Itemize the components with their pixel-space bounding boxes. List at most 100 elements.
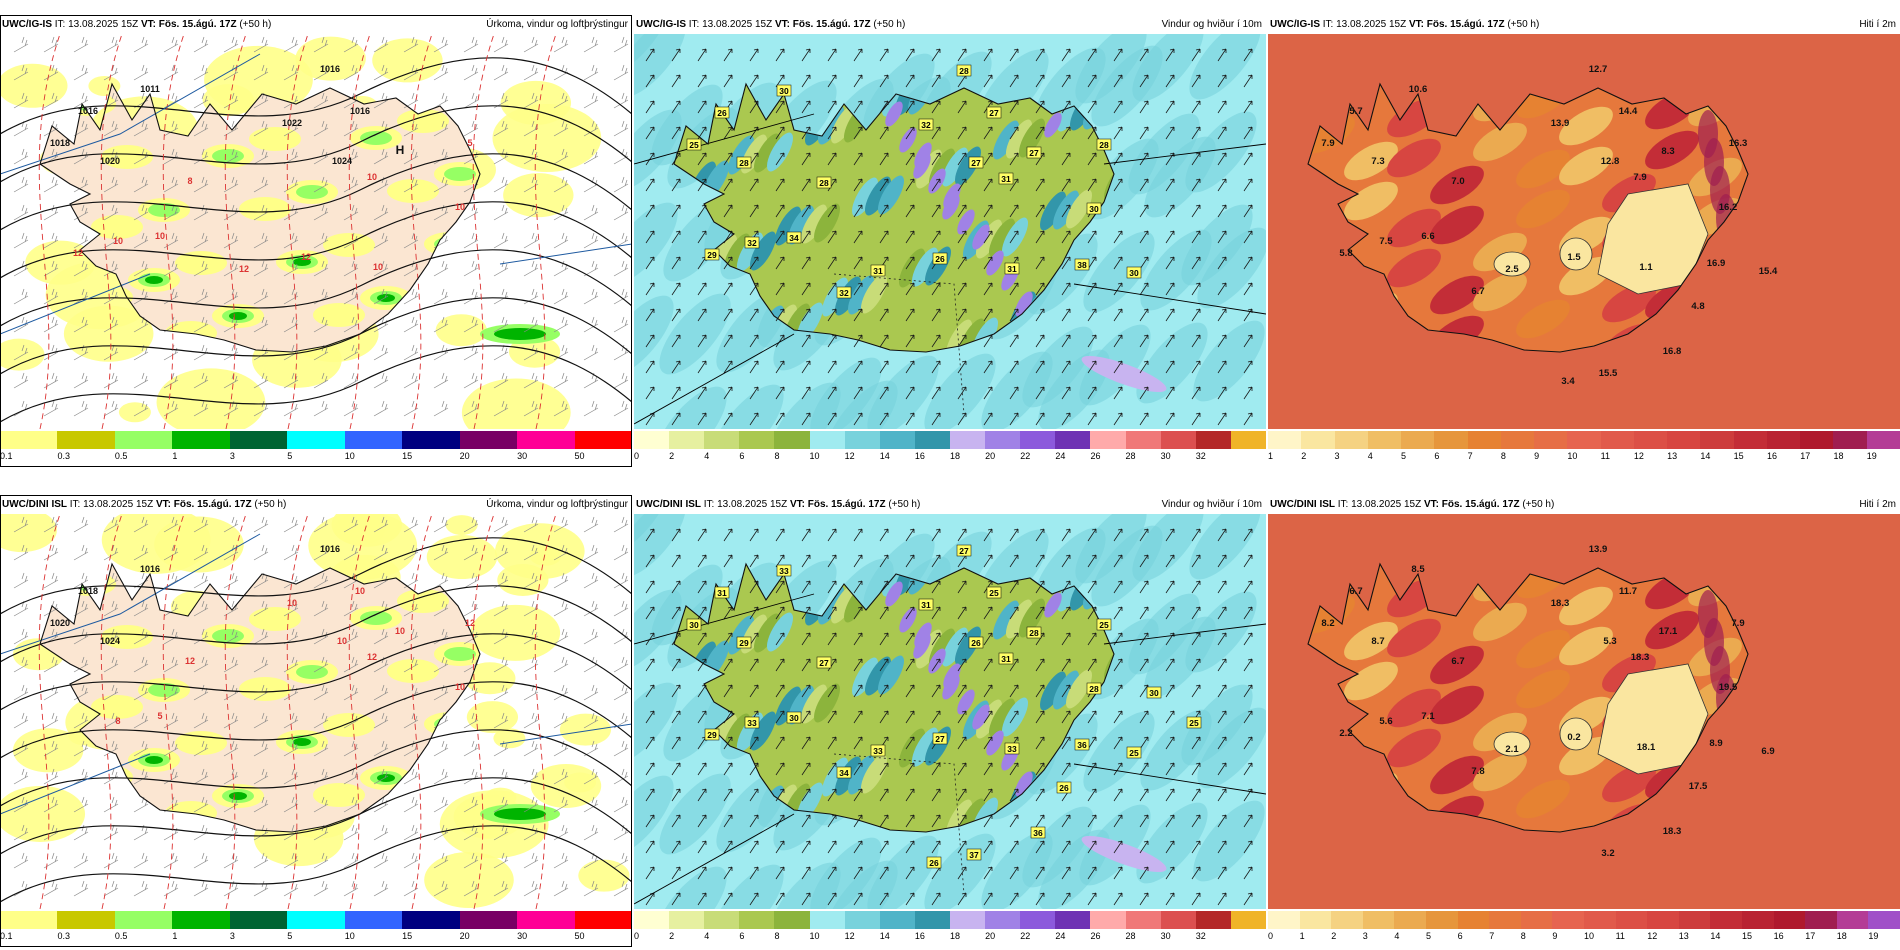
colorbar-swatch	[1457, 911, 1490, 929]
colorbar-tick: 20	[985, 451, 996, 461]
map-canvas[interactable]: 1016 1016 1018 1020 1024 10 10 10 10 12 12 12 10 8 5	[0, 514, 632, 909]
colorbar-tick: 5	[287, 931, 293, 941]
colorbar-tick: 17	[1805, 931, 1816, 941]
colorbar-tick: 1	[1268, 451, 1274, 461]
colorbar-tick: 0.5	[114, 451, 128, 461]
gust-label: 27	[959, 546, 969, 556]
lead-time: (+50 h)	[1507, 19, 1540, 30]
gust-label: 38	[1077, 260, 1087, 270]
colorbar-tick: 4	[1367, 451, 1373, 461]
colorbar-tick: 26	[1090, 451, 1101, 461]
colorbar-swatch	[950, 911, 986, 929]
colorbar-legend: 1 2 3 4 5 6 7 8 9 10 11 12 13 14 15 16 17 18 19	[1268, 431, 1900, 465]
colorbar-swatch	[634, 431, 670, 449]
pressure-label: 12	[465, 618, 475, 628]
colorbar-tick: 22	[1020, 451, 1031, 461]
gust-label: 27	[819, 658, 829, 668]
colorbar-tick: 30	[517, 931, 528, 941]
colorbar-tick: 12	[1633, 451, 1644, 461]
colorbar-swatch	[459, 911, 518, 929]
colorbar-swatch	[669, 911, 705, 929]
colorbar-tick: 12	[1647, 931, 1658, 941]
colorbar-swatch	[669, 431, 705, 449]
pressure-label: 10	[113, 236, 123, 246]
colorbar-swatch	[985, 911, 1021, 929]
colorbar-tick: 3	[1362, 931, 1368, 941]
model-name: UWC/IG-IS	[1270, 19, 1320, 30]
temperature-label: 4.8	[1691, 301, 1704, 312]
temperature-label: 16.8	[1663, 346, 1682, 357]
map-canvas[interactable]: 33 27 31 30 29 31 25 26 28 25 27 31 28 33 30 29 33 27 33 36…	[634, 514, 1266, 909]
gust-label: 33	[1007, 744, 1017, 754]
gust-label: 27	[935, 734, 945, 744]
colorbar-legend: 0 2 4 6 8 10 12 14 16 18 20 22 24 26 28 30 32	[634, 911, 1266, 945]
temperature-label: 7.3	[1371, 156, 1384, 167]
colorbar-tick: 30	[517, 451, 528, 461]
colorbar-swatch	[879, 431, 916, 449]
colorbar-tick: 6	[739, 451, 745, 461]
colorbar-tick: 0.1	[0, 931, 13, 941]
panel-header: UWC/IG-IS IT: 13.08.2025 15Z VT: Fös. 15…	[0, 15, 632, 34]
panel-temp-igis: UWC/IG-IS IT: 13.08.2025 15Z VT: Fös. 15…	[1268, 15, 1900, 467]
colorbar-tick: 10	[344, 451, 355, 461]
temperature-label: 13.9	[1551, 118, 1570, 129]
colorbar-swatch	[1125, 431, 1162, 449]
pressure-label: 1020	[100, 156, 120, 166]
colorbar-tick: 15	[402, 931, 413, 941]
colorbar-tick: 0.5	[114, 931, 128, 941]
gust-label: 28	[819, 178, 829, 188]
map-canvas[interactable]: 30 28 26 25 28 32 27 27 27 28 28 31 30 32 34 29 31 26 31 38…	[634, 34, 1266, 429]
gust-label: 37	[969, 850, 979, 860]
colorbar-tick: 0	[634, 451, 640, 461]
temperature-label: 18.1	[1637, 742, 1656, 753]
temperature-label: 0.2	[1567, 732, 1580, 743]
pressure-label: 12	[301, 252, 311, 262]
colorbar-swatch	[809, 911, 846, 929]
colorbar-swatch	[1160, 911, 1197, 929]
colorbar-swatch	[402, 431, 461, 449]
panel-header: UWC/DINI ISL IT: 13.08.2025 15Z VT: Fös.…	[0, 495, 632, 514]
colorbar-swatch	[1833, 431, 1868, 449]
colorbar-tick: 1	[172, 451, 178, 461]
gust-label: 29	[707, 730, 717, 740]
colorbar-tick: 0.3	[57, 451, 70, 461]
gust-label: 33	[747, 718, 757, 728]
pressure-label: 10	[395, 626, 405, 636]
colorbar-swatch	[1866, 431, 1900, 449]
pressure-label: 10	[455, 682, 465, 692]
gust-label: 28	[1089, 684, 1099, 694]
colorbar-swatch	[1615, 911, 1648, 929]
pressure-label: 12	[185, 656, 195, 666]
colorbar-swatch	[229, 431, 288, 449]
colorbar-tick: 20	[459, 931, 470, 941]
panel-header: UWC/DINI ISL IT: 13.08.2025 15Z VT: Fös.…	[634, 495, 1266, 514]
gust-label: 25	[989, 588, 999, 598]
temperature-label: 13.9	[1589, 544, 1608, 555]
temperature-label: 8.3	[1661, 146, 1674, 157]
colorbar-swatch	[1678, 911, 1711, 929]
map-canvas[interactable]: 10.6 12.7 5.7 7.9 7.3 13.9 14.4 12.8 8.3 16.3 7.0 7…	[1268, 34, 1900, 429]
map-canvas[interactable]: 1011 1016 1016 1018 1020 1022 1016 1024 H 5 8 10 10 1…	[0, 34, 632, 429]
model-name: UWC/IG-IS	[2, 19, 52, 30]
temperature-label: 6.7	[1451, 656, 1464, 667]
pressure-label: 1020	[50, 618, 70, 628]
panel-title: Vindur og hviður í 10m	[1161, 19, 1262, 30]
colorbar-swatch	[1434, 431, 1469, 449]
pressure-label: 1024	[100, 636, 120, 646]
colorbar-swatch	[344, 431, 403, 449]
colorbar-tick: 2	[1301, 451, 1307, 461]
colorbar-tick: 15	[1733, 451, 1744, 461]
gust-label: 30	[779, 86, 789, 96]
temperature-label: 1.5	[1567, 252, 1581, 263]
colorbar-legend: 0.1 0.3 0.5 1 3 5 10 15 20 30 50	[0, 431, 632, 465]
colorbar-swatch	[172, 431, 231, 449]
colorbar-tick: 3	[1334, 451, 1340, 461]
pressure-label: 5	[157, 711, 162, 721]
map-canvas[interactable]: 8.5 13.9 6.7 8.2 8.7 18.3 11.7 5.3 17.1 7.9 6.7 18.…	[1268, 514, 1900, 909]
colorbar-swatch	[1020, 431, 1056, 449]
colorbar-swatch	[879, 911, 916, 929]
colorbar-swatch	[1500, 431, 1535, 449]
colorbar-swatch	[574, 911, 632, 929]
lead-time: (+50 h)	[1522, 499, 1555, 510]
temperature-label: 5.8	[1339, 248, 1352, 259]
